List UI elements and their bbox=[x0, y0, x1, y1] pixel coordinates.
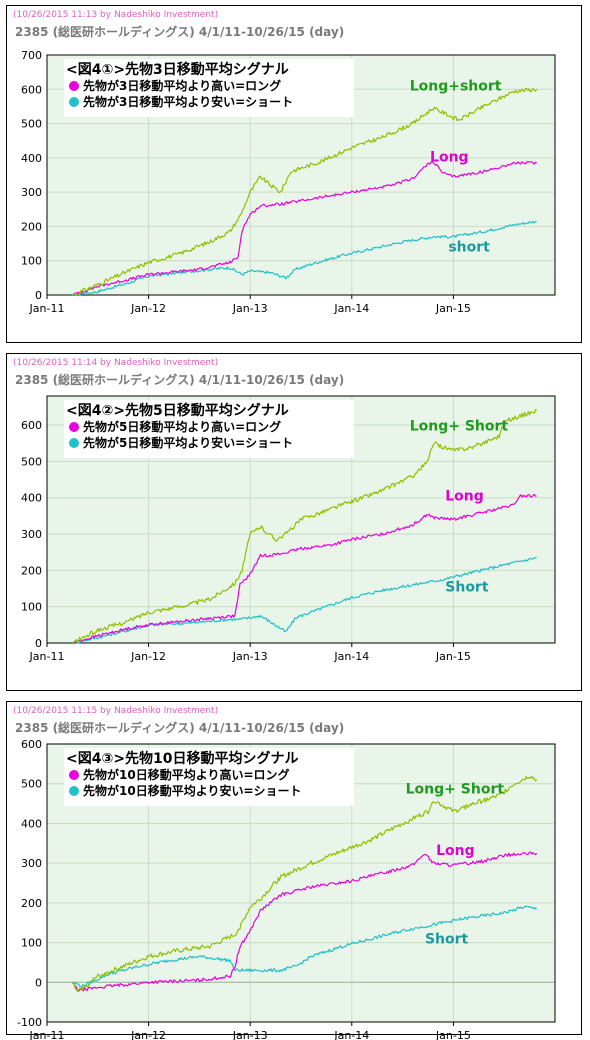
y-tick-label: 100 bbox=[21, 601, 42, 614]
y-tick-label: 100 bbox=[21, 255, 42, 268]
x-tick-label: Jan-11 bbox=[29, 1029, 65, 1040]
y-tick-label: 0 bbox=[35, 976, 42, 989]
series-label-short: Short bbox=[425, 931, 469, 947]
plot-frame bbox=[46, 743, 556, 1023]
series-line-short bbox=[72, 905, 538, 988]
y-tick-label: 300 bbox=[21, 528, 42, 541]
series-label-short: short bbox=[448, 239, 490, 255]
legend-title: <図4②>先物5日移動平均シグナル bbox=[66, 402, 289, 419]
legend-text-long: 先物が5日移動平均より高い=ロング bbox=[83, 419, 281, 434]
y-tick-label: 600 bbox=[21, 738, 42, 751]
y-tick-label: 600 bbox=[21, 419, 42, 432]
chart-panel-2: (10/26/2015 11:14 by Nadeshiko Investmen… bbox=[6, 353, 582, 691]
series-line-short bbox=[71, 220, 537, 297]
series-line-long bbox=[72, 493, 537, 644]
chart-subtitle: 2385 (総医研ホールディングス) 4/1/11-10/26/15 (day) bbox=[15, 721, 345, 735]
series-label-combined: Long+ Short bbox=[410, 419, 509, 435]
x-tick-label: Jan-12 bbox=[130, 650, 166, 663]
y-tick-label: 200 bbox=[21, 220, 42, 233]
x-tick-label: Jan-15 bbox=[435, 1029, 471, 1040]
y-tick-label: 300 bbox=[21, 186, 42, 199]
x-tick-label: Jan-14 bbox=[333, 1029, 369, 1040]
y-tick-label: -100 bbox=[17, 1016, 42, 1029]
chart-svg: 0 100 200 300 400 500 600 Jan-11 Jan-12 Jan-13 Jan… bbox=[21, 395, 556, 663]
y-tick-label: 500 bbox=[21, 455, 42, 468]
y-tick-label: 500 bbox=[21, 118, 42, 131]
series-line-long bbox=[72, 161, 538, 297]
x-tick-label: Jan-13 bbox=[232, 650, 268, 663]
series-label-combined: Long+ Short bbox=[406, 782, 505, 798]
y-tick-label: 0 bbox=[35, 289, 42, 302]
legend-text-long: 先物が3日移動平均より高い=ロング bbox=[83, 78, 281, 93]
y-tick-label: 400 bbox=[21, 152, 42, 165]
y-tick-label: 500 bbox=[21, 778, 42, 791]
series-label-long: Long bbox=[445, 489, 484, 505]
chart-panel-1: (10/26/2015 11:13 by Nadeshiko Investmen… bbox=[6, 5, 582, 343]
series-line-combined bbox=[72, 775, 538, 992]
y-tick-label: 700 bbox=[21, 49, 42, 62]
legend-text-short: 先物が3日移動平均より安い=ショート bbox=[83, 94, 293, 109]
x-tick-label: Jan-15 bbox=[435, 650, 471, 663]
legend-marker-short bbox=[69, 97, 79, 107]
x-tick-label: Jan-12 bbox=[130, 1029, 166, 1040]
chart-subtitle: 2385 (総医研ホールディングス) 4/1/11-10/26/15 (day) bbox=[15, 25, 345, 39]
legend-box bbox=[64, 400, 354, 458]
x-tick-label: Jan-13 bbox=[232, 302, 268, 315]
x-tick-label: Jan-14 bbox=[333, 650, 369, 663]
series-label-combined: Long+short bbox=[410, 78, 502, 94]
series-label-long: Long bbox=[430, 149, 469, 165]
legend-title: <図4①>先物3日移動平均シグナル bbox=[66, 61, 289, 78]
legend-title: <図4③>先物10日移動平均シグナル bbox=[66, 750, 299, 767]
chart-subtitle: 2385 (総医研ホールディングス) 4/1/11-10/26/15 (day) bbox=[15, 373, 345, 387]
legend-marker-short bbox=[69, 438, 79, 448]
series-line-combined bbox=[72, 87, 538, 296]
plot-frame bbox=[46, 395, 556, 644]
y-tick-label: 100 bbox=[21, 937, 42, 950]
legend-marker-long bbox=[69, 81, 79, 91]
plot-frame bbox=[46, 54, 556, 296]
series-line-long bbox=[71, 851, 538, 992]
series-line-combined bbox=[71, 409, 538, 644]
chart-panel-3: (10/26/2015 11:15 by Nadeshiko Investmen… bbox=[6, 701, 582, 1040]
legend-marker-short bbox=[69, 786, 79, 796]
x-tick-label: Jan-14 bbox=[333, 302, 369, 315]
chart-svg: 0 100 200 300 400 500 600 700 Jan-11 Jan-12 Jan-13… bbox=[21, 49, 556, 315]
y-tick-label: 200 bbox=[21, 897, 42, 910]
legend-marker-long bbox=[69, 422, 79, 432]
timestamp: (10/26/2015 11:13 by Nadeshiko Investmen… bbox=[13, 10, 219, 20]
y-tick-label: 600 bbox=[21, 83, 42, 96]
timestamp: (10/26/2015 11:15 by Nadeshiko Investmen… bbox=[13, 706, 219, 716]
legend-text-short: 先物が5日移動平均より安い=ショート bbox=[83, 435, 293, 450]
y-tick-label: 300 bbox=[21, 857, 42, 870]
legend-text-short: 先物が10日移動平均より安い=ショート bbox=[83, 783, 302, 798]
legend-box bbox=[64, 59, 354, 117]
legend-marker-long bbox=[69, 770, 79, 780]
series-label-short: Short bbox=[445, 579, 489, 595]
x-tick-label: Jan-11 bbox=[29, 650, 65, 663]
x-tick-label: Jan-13 bbox=[232, 1029, 268, 1040]
x-tick-label: Jan-12 bbox=[130, 302, 166, 315]
y-tick-label: 0 bbox=[35, 637, 42, 650]
legend-text-long: 先物が10日移動平均より高い=ロング bbox=[83, 767, 290, 782]
y-tick-label: 200 bbox=[21, 564, 42, 577]
y-tick-label: 400 bbox=[21, 492, 42, 505]
x-tick-label: Jan-11 bbox=[29, 302, 65, 315]
series-label-long: Long bbox=[436, 843, 475, 859]
chart-svg: -100 0 100 200 300 400 500 600 Jan-11 Jan-12 Jan-1… bbox=[17, 738, 556, 1040]
timestamp: (10/26/2015 11:14 by Nadeshiko Investmen… bbox=[13, 358, 219, 368]
y-tick-label: 400 bbox=[21, 817, 42, 830]
x-tick-label: Jan-15 bbox=[435, 302, 471, 315]
legend-box bbox=[64, 748, 354, 806]
